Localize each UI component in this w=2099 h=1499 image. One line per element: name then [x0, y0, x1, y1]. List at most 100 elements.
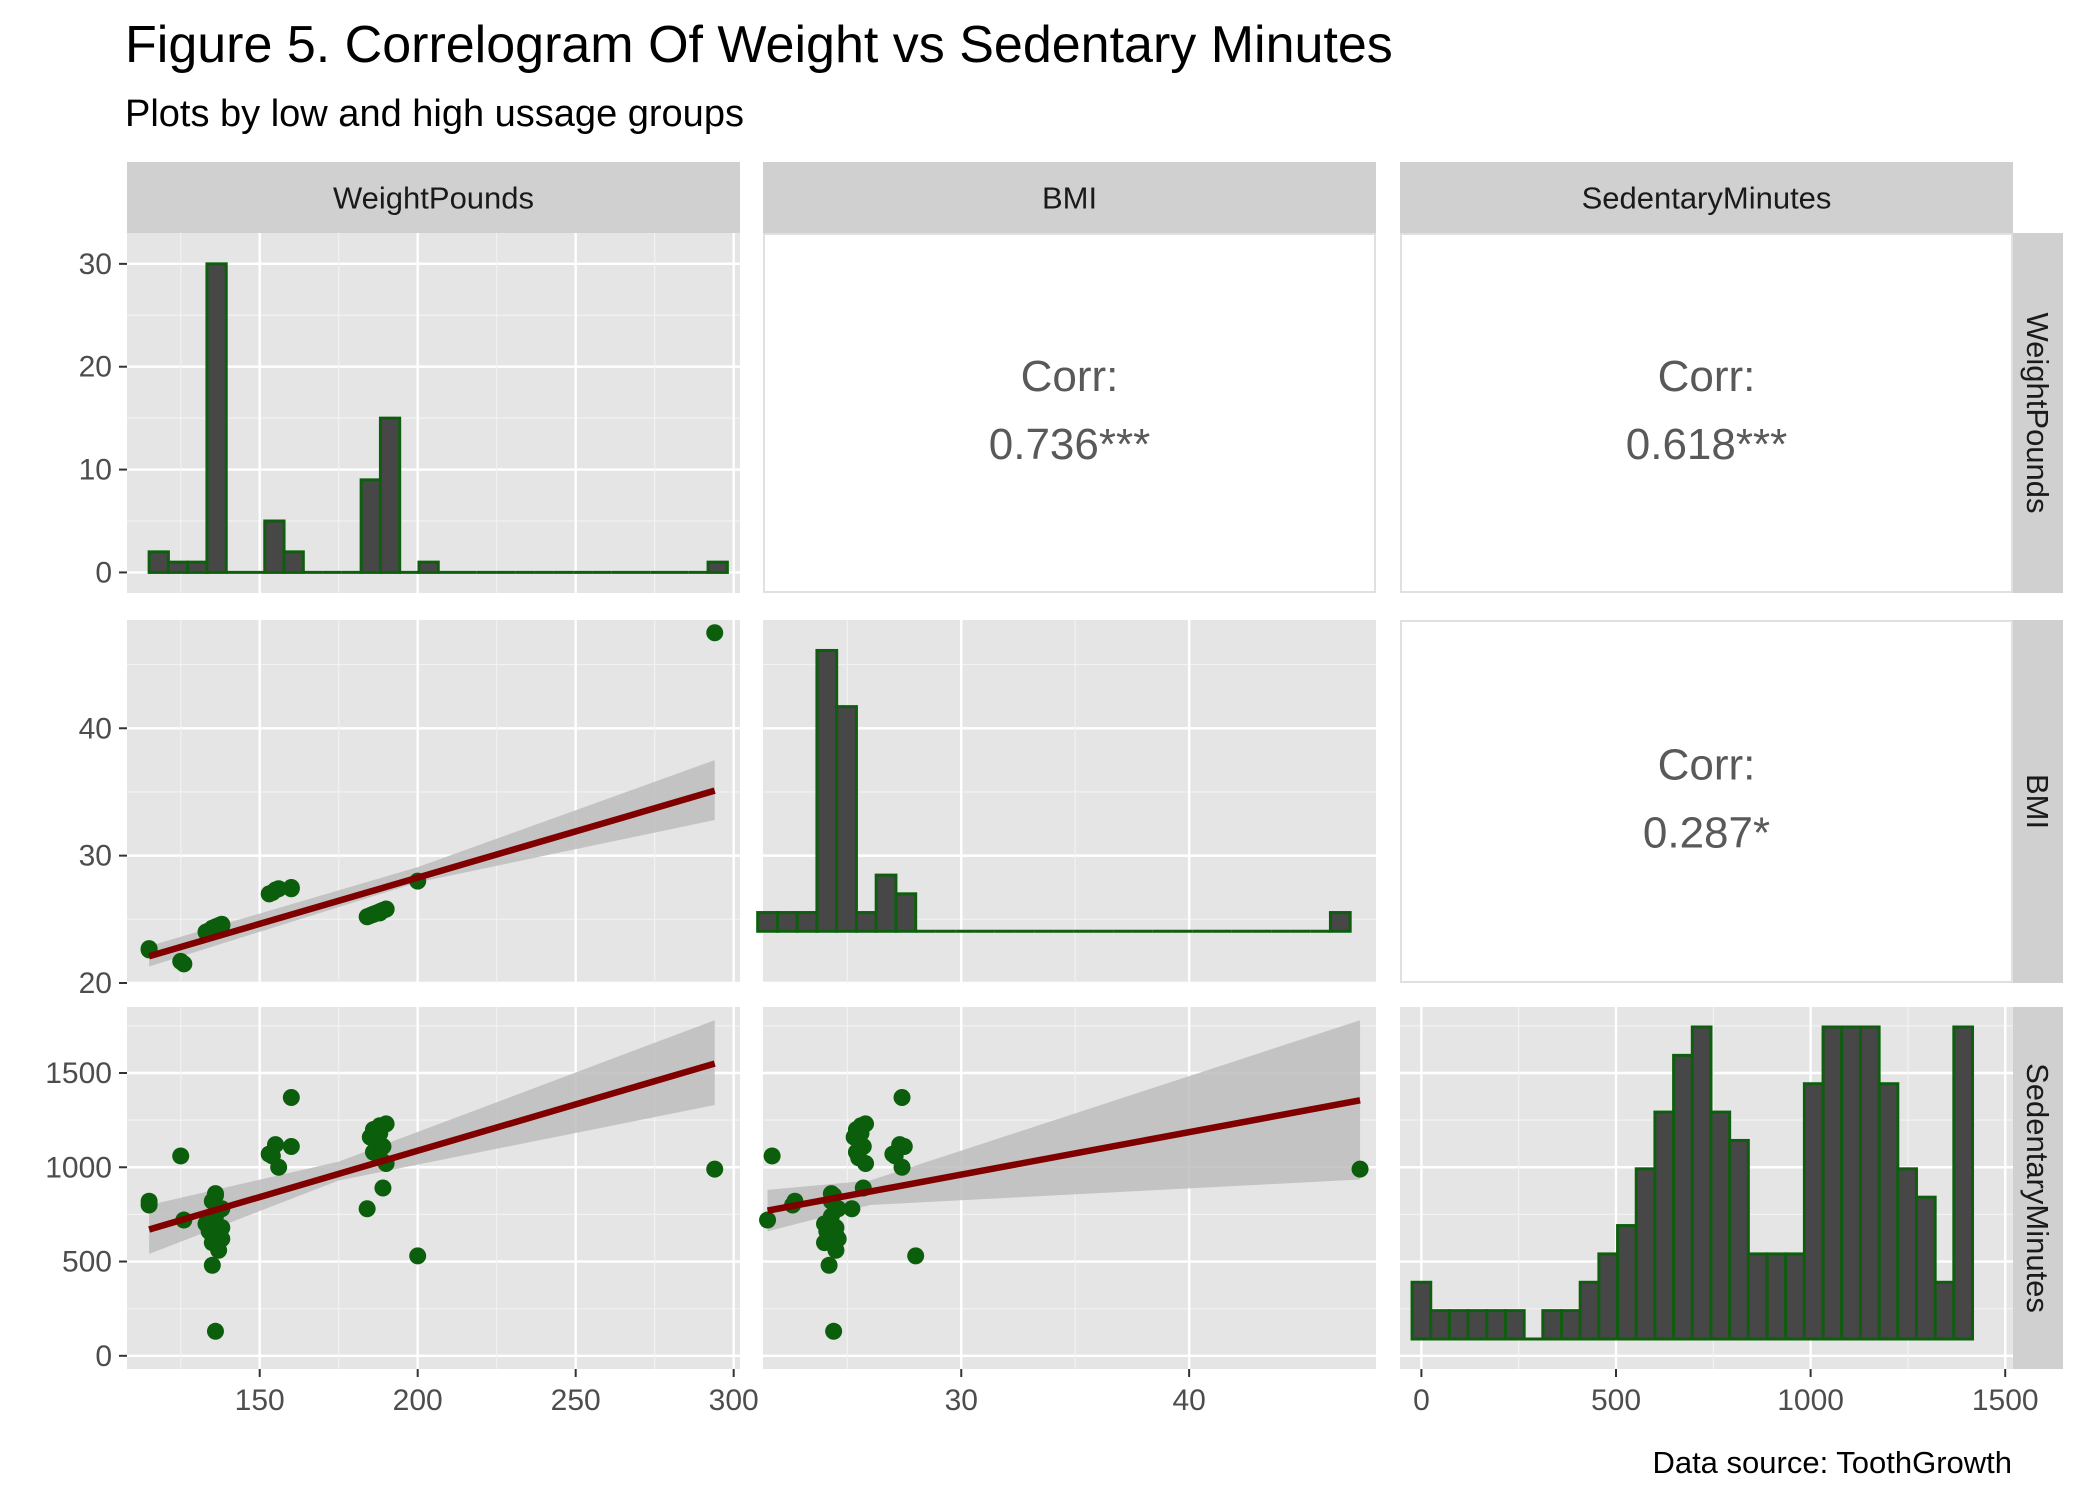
- scatter-point: [282, 1089, 300, 1106]
- histogram-bar: [147, 550, 170, 574]
- scatter-point: [213, 915, 231, 933]
- x-tick-label: 150: [235, 1384, 285, 1417]
- figure-title: Figure 5. Correlogram Of Weight vs Seden…: [125, 16, 1393, 74]
- histogram-bar: [874, 873, 898, 933]
- x-tick-label: 1000: [1777, 1384, 1844, 1417]
- histogram-bar: [1896, 1167, 1918, 1341]
- histogram-bar: [756, 911, 779, 933]
- histogram-bar: [1485, 1309, 1507, 1341]
- scatter-point: [907, 1247, 925, 1265]
- histogram-bar: [378, 416, 402, 574]
- histogram-bar: [1597, 1252, 1620, 1341]
- histogram-bar: [417, 560, 440, 574]
- scatter-point: [377, 1115, 395, 1133]
- scatter-point: [267, 1136, 285, 1154]
- scatter-point: [203, 1256, 221, 1274]
- scatter-point: [829, 1200, 847, 1218]
- y-tick-label: 500: [62, 1246, 112, 1279]
- column-strip-label: BMI: [1042, 181, 1097, 216]
- histogram-bar: [1765, 1252, 1788, 1341]
- scatter-point: [206, 1187, 224, 1205]
- histogram-bar: [1802, 1082, 1825, 1341]
- y-tick-label: 20: [79, 967, 112, 1000]
- y-tick-label: 40: [79, 712, 112, 745]
- histogram-bar: [1877, 1082, 1900, 1341]
- scatter-point: [825, 1322, 843, 1340]
- scatter-point: [213, 1230, 231, 1248]
- column-strip-label: SedentaryMinutes: [1582, 181, 1832, 216]
- histogram-bar: [706, 560, 729, 574]
- data-source-caption: Data source: ToothGrowth: [1652, 1445, 2012, 1480]
- y-tick-label: 1000: [45, 1151, 112, 1184]
- confidence-ribbon: [149, 1020, 715, 1254]
- correlation-panel: [763, 233, 1376, 593]
- histogram-bar: [1858, 1025, 1881, 1341]
- histogram-bar: [1429, 1309, 1451, 1341]
- histogram-bar: [1616, 1224, 1638, 1341]
- y-tick-label: 0: [95, 1340, 112, 1373]
- scatter-points: [140, 1089, 724, 1340]
- histogram-bar: [775, 911, 799, 933]
- x-tick-label: 200: [393, 1384, 443, 1417]
- histogram-bar: [894, 892, 918, 933]
- histogram-bar: [1709, 1110, 1732, 1341]
- plot-panel: [127, 233, 740, 593]
- correlation-value: 0.287*: [1643, 809, 1770, 858]
- scatter-point: [270, 1158, 288, 1176]
- column-strip-weightpounds: [127, 162, 740, 233]
- x-tick-label: 0: [1413, 1384, 1430, 1417]
- correlation-label: Corr:: [1658, 352, 1756, 401]
- x-tick-label: 30: [945, 1384, 978, 1417]
- correlation-label: Corr:: [1021, 352, 1119, 401]
- scatter-point: [282, 878, 300, 896]
- y-tick-label: 10: [79, 454, 112, 487]
- histogram-bar: [1784, 1252, 1806, 1341]
- histogram-bar: [795, 911, 819, 933]
- scatter-point: [893, 1158, 911, 1176]
- scatter-point: [895, 1138, 913, 1156]
- column-strip-bmi: [763, 162, 1376, 233]
- scatter-point: [857, 1154, 875, 1172]
- row-strip-weightpounds: [2013, 233, 2063, 593]
- y-tick-label: 1500: [45, 1057, 112, 1090]
- row-strip-sedentaryminutes: [2013, 1007, 2063, 1369]
- scatter-point: [820, 1256, 838, 1274]
- histogram-bar: [1634, 1167, 1657, 1341]
- histogram-bar: [1541, 1309, 1564, 1341]
- histogram-bar: [205, 262, 228, 574]
- histogram-bar: [1578, 1280, 1601, 1341]
- histogram-bar: [1952, 1025, 1975, 1341]
- scatter-point: [374, 1138, 392, 1156]
- scatter-point: [1351, 1160, 1369, 1178]
- figure-subtitle: Plots by low and high ussage groups: [125, 93, 744, 135]
- histogram-bar: [1503, 1309, 1526, 1341]
- x-tick-label: 250: [551, 1384, 601, 1417]
- histogram-bar: [282, 550, 305, 574]
- column-strip-sedentaryminutes: [1400, 162, 2013, 233]
- histogram-bar: [1672, 1053, 1694, 1341]
- scatter-point: [759, 1211, 777, 1229]
- histogram-bar: [263, 519, 286, 574]
- histogram-bar: [1914, 1195, 1937, 1341]
- row-strip-bmi: [2013, 620, 2063, 983]
- correlation-value: 0.736***: [989, 420, 1150, 469]
- histogram-bars: [1410, 1025, 1975, 1341]
- y-tick-label: 30: [79, 840, 112, 873]
- histogram-bar: [1560, 1309, 1582, 1341]
- plot-matrix: WeightPounds BMI SedentaryMinutes WeightPou…: [45, 162, 2063, 1417]
- histogram-bar: [1690, 1025, 1713, 1341]
- row-strip-label: BMI: [2020, 774, 2055, 829]
- histogram-bars: [756, 648, 1352, 933]
- scatter-point: [175, 955, 193, 973]
- y-tick-label: 0: [95, 556, 112, 589]
- scatter-point: [893, 1089, 911, 1106]
- scatter-point: [829, 1230, 847, 1248]
- scatter-point: [172, 1147, 190, 1165]
- scatter-point: [282, 1138, 300, 1156]
- scatter-point: [854, 1138, 872, 1156]
- scatter-point: [843, 1200, 861, 1218]
- histogram-bar: [1746, 1252, 1769, 1341]
- scatter-point: [706, 624, 724, 642]
- correlation-panel: [1400, 620, 2013, 983]
- y-tick-label: 20: [79, 351, 112, 384]
